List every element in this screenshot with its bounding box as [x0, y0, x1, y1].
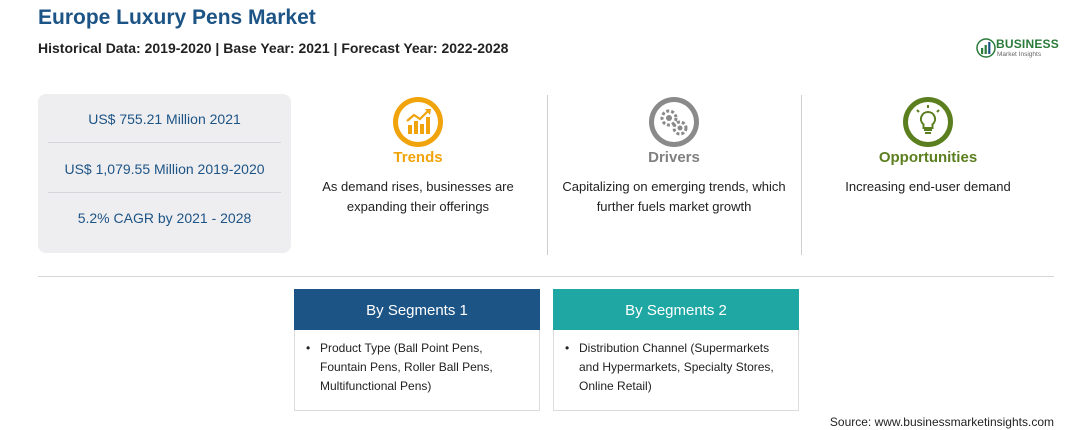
column-divider	[801, 95, 802, 255]
segments-2-title: By Segments 2	[553, 289, 799, 330]
source-link[interactable]: Source: www.businessmarketinsights.com	[829, 415, 1054, 429]
market-size-2021: US$ 755.21 Million 2021	[88, 111, 241, 127]
segments-1-card: By Segments 1 • Product Type (Ball Point…	[294, 289, 540, 411]
logo-name: BUSINESS	[996, 37, 1059, 51]
opportunities-text: Increasing end-user demand	[845, 179, 1011, 194]
segments-2-list-item: • Distribution Channel (Supermarkets and…	[565, 339, 788, 396]
opportunities-heading: Opportunities	[878, 149, 978, 166]
segments-2-card: By Segments 2 • Distribution Channel (Su…	[553, 289, 799, 411]
growth-chart-icon	[393, 97, 443, 147]
section-divider	[38, 276, 1054, 277]
stat-divider	[48, 192, 281, 193]
segments-1-text: Product Type (Ball Point Pens, Fountain …	[320, 341, 493, 393]
segments-1-title: By Segments 1	[294, 289, 540, 330]
opportunities-column: Opportunities Increasing end-user demand	[802, 95, 1054, 255]
drivers-text: Capitalizing on emerging trends, which f…	[562, 179, 786, 214]
trends-heading: Trends	[393, 149, 443, 166]
market-size-historical: US$ 1,079.55 Million 2019-2020	[64, 161, 265, 177]
cagr-stat: 5.2% CAGR by 2021 - 2028	[77, 210, 252, 226]
segments-2-text: Distribution Channel (Supermarkets and H…	[579, 341, 774, 393]
lightbulb-icon	[903, 97, 953, 147]
logo-tagline: Market Insights	[997, 51, 1042, 58]
business-market-insights-logo: BUSINESS Market Insights	[976, 36, 1066, 62]
trends-column: Trends As demand rises, businesses are e…	[290, 95, 546, 255]
column-divider	[547, 95, 548, 255]
gears-icon	[649, 97, 699, 147]
segments-1-list-item: • Product Type (Ball Point Pens, Fountai…	[306, 339, 529, 396]
drivers-column: Drivers Capitalizing on emerging trends,…	[548, 95, 800, 255]
bullet: •	[306, 341, 311, 355]
trends-text: As demand rises, businesses are expandin…	[322, 179, 514, 214]
drivers-heading: Drivers	[648, 149, 700, 166]
stat-divider	[48, 142, 281, 143]
market-stats-panel: US$ 755.21 Million 2021 US$ 1,079.55 Mil…	[38, 94, 291, 253]
page-subtitle: Historical Data: 2019-2020 | Base Year: …	[38, 40, 509, 56]
page-title: Europe Luxury Pens Market	[38, 6, 316, 29]
bar-chart-logo-icon	[976, 38, 996, 58]
bullet: •	[565, 341, 570, 355]
